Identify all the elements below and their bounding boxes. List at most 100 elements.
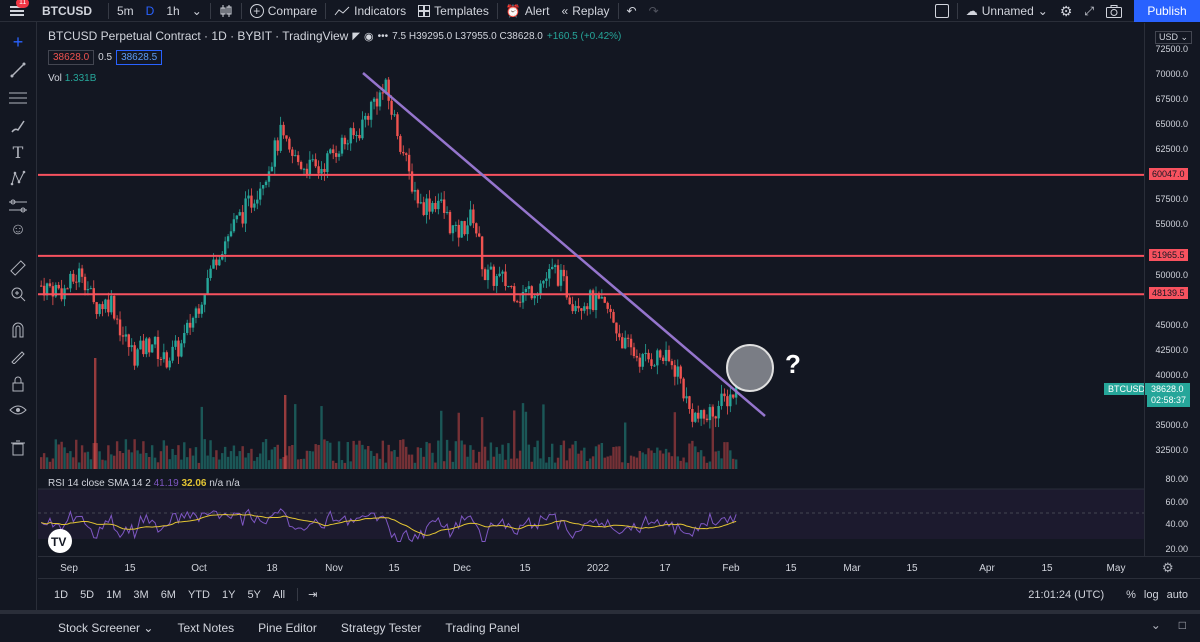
pattern-icon[interactable] (8, 168, 28, 188)
currency-selector[interactable]: USD ⌄ (1155, 31, 1193, 44)
range-6m[interactable]: 6M (160, 588, 176, 601)
undo-button[interactable]: ↶ (621, 0, 643, 22)
volume-bar (384, 462, 387, 469)
replay-button[interactable]: « Replay (556, 0, 616, 22)
candle-body (629, 338, 633, 348)
range-ytd[interactable]: YTD (187, 588, 210, 601)
candle-body (407, 154, 411, 172)
main-menu-button[interactable]: 11 (0, 0, 34, 22)
goto-date-icon[interactable]: ⇥ (297, 588, 323, 601)
range-5d[interactable]: 5D (80, 588, 95, 601)
percent-toggle[interactable]: % (1126, 589, 1136, 601)
tab-trading-panel[interactable]: Trading Panel (445, 621, 520, 635)
time-axis-label: May (1106, 563, 1126, 574)
candle-body (597, 293, 601, 299)
indicators-button[interactable]: Indicators (328, 0, 412, 22)
tab-stock-screener[interactable]: Stock Screener ⌄ (46, 621, 165, 635)
settings-button[interactable]: ⚙ (1054, 0, 1079, 22)
bell-marker-icon[interactable]: ◤ (352, 30, 361, 42)
divider (209, 2, 211, 19)
eye-icon[interactable] (8, 400, 28, 420)
candle-body (501, 271, 504, 274)
save-layout-button[interactable]: ☁ Unnamed ⌄ (960, 0, 1054, 22)
time-axis[interactable]: ⚙ Sep 15 Oct 18 Nov 15 Dec 15 2022 17 Feb 15 Mar 15 Ap… (38, 556, 1200, 578)
volume-bar (369, 450, 373, 469)
compare-button[interactable]: + Compare (244, 0, 323, 22)
volume-bar (104, 460, 107, 469)
candle-body (530, 286, 533, 299)
collapse-panel-icon[interactable]: ⌄ (1150, 618, 1161, 632)
prediction-icon[interactable] (8, 196, 28, 216)
buy-price-box[interactable]: 38628.5 (116, 50, 163, 65)
volume-bar (101, 459, 104, 469)
range-5y[interactable]: 5Y (247, 588, 261, 601)
sell-price-box[interactable]: 38628.0 (48, 50, 95, 65)
text-tool-icon[interactable]: T (12, 142, 24, 162)
layout-select-button[interactable] (929, 0, 955, 22)
volume-bar (323, 439, 326, 469)
volume-bar (527, 444, 531, 469)
tab-text-notes[interactable]: Text Notes (177, 621, 235, 635)
timeframe-1h[interactable]: 1h (166, 3, 180, 18)
candle-body (580, 308, 583, 311)
range-all[interactable]: All (272, 588, 286, 601)
candle-body (451, 225, 455, 234)
magnet-icon[interactable] (8, 320, 28, 340)
volume-bar (86, 451, 90, 469)
volume-bar (565, 460, 568, 469)
range-1m[interactable]: 1M (106, 588, 122, 601)
candle-body (586, 306, 589, 310)
utc-clock[interactable]: 21:01:24 (UTC) (1028, 589, 1105, 601)
fullscreen-button[interactable]: ⤢ (1078, 0, 1100, 22)
time-axis-settings-icon[interactable]: ⚙ (1162, 560, 1174, 575)
horizontal-lines-icon[interactable] (8, 88, 28, 108)
timeframe-dropdown-icon[interactable]: ⌄ (191, 3, 202, 18)
candle-body (346, 143, 349, 145)
volume-bar (358, 440, 361, 469)
candle-body (256, 199, 259, 204)
brush-icon[interactable] (8, 116, 28, 136)
more-options-icon[interactable]: ••• (377, 30, 389, 42)
candle-body (232, 219, 236, 232)
tab-pine-editor[interactable]: Pine Editor (258, 621, 317, 635)
price-chart[interactable]: TV (38, 23, 1144, 556)
candle-body (124, 334, 128, 337)
publish-button[interactable]: Publish (1134, 0, 1200, 22)
candle-body (527, 286, 531, 289)
crosshair-icon[interactable]: + (12, 31, 24, 52)
ruler-icon[interactable] (8, 258, 28, 278)
range-3m[interactable]: 3M (133, 588, 149, 601)
lock-icon[interactable] (8, 374, 28, 394)
lock-pencil-icon[interactable] (8, 346, 28, 366)
range-1d[interactable]: 1D (54, 588, 69, 601)
snapshot-button[interactable] (1100, 0, 1128, 22)
templates-button[interactable]: Templates (412, 0, 495, 22)
alert-button[interactable]: ⏰ Alert (500, 0, 556, 22)
trash-icon[interactable] (8, 438, 28, 458)
log-toggle[interactable]: log (1143, 589, 1159, 601)
price-axis-label: 50000.0 (1155, 269, 1188, 280)
timeframe-d[interactable]: D (145, 3, 155, 18)
symbol-search-button[interactable]: BTCUSD (42, 3, 92, 18)
volume-bar (472, 449, 475, 469)
maximize-panel-icon[interactable]: □ (1178, 618, 1186, 632)
range-1y[interactable]: 1Y (221, 588, 236, 601)
redo-button[interactable]: ↷ (643, 0, 665, 22)
volume-bar (723, 442, 726, 469)
trend-line-icon[interactable] (8, 60, 28, 80)
volume-bar (110, 454, 113, 469)
eye-toggle-icon[interactable]: ◉ (364, 30, 374, 43)
volume-bar (372, 455, 376, 469)
volume-bar (501, 444, 504, 469)
tab-strategy-tester[interactable]: Strategy Tester (340, 621, 422, 635)
candle-body (539, 283, 542, 294)
chart-type-button[interactable] (213, 0, 239, 22)
volume-bar (422, 456, 425, 469)
price-axis[interactable]: USD ⌄ 38628.0 02:58:37 72500.0 70000.0 675… (1144, 23, 1200, 556)
candle-body (483, 269, 487, 281)
auto-toggle[interactable]: auto (1166, 589, 1188, 601)
candle-body (168, 360, 171, 368)
smiley-icon[interactable]: ☺ (9, 221, 27, 238)
timeframe-5m[interactable]: 5m (117, 3, 134, 18)
zoom-in-icon[interactable] (8, 284, 28, 304)
